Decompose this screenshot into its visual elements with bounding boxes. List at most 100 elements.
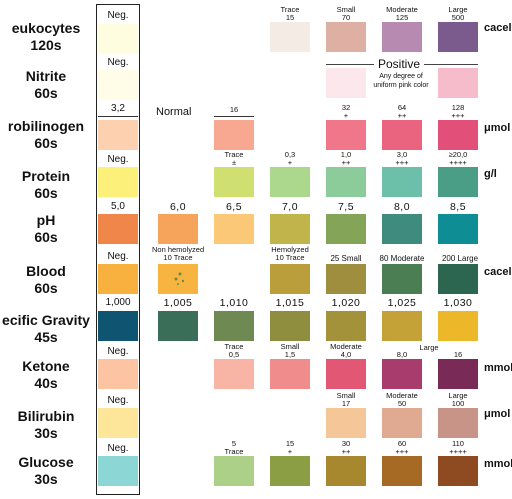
neg-label: Neg.	[107, 10, 129, 21]
sg-value: 1,010	[219, 297, 249, 309]
swatch	[326, 264, 366, 294]
swatch	[382, 408, 422, 438]
unit-label: cacel	[484, 22, 512, 34]
swatch-caption: 80 Moderate	[379, 254, 425, 263]
row-label-specific-gravity: ecific Gravity 45s	[2, 312, 90, 345]
swatch-caption: Large 500	[448, 5, 468, 22]
sg-value: 1,005	[163, 297, 193, 309]
swatch-caption: Large 100	[448, 391, 468, 408]
ph-value: 6,5	[225, 201, 243, 213]
swatch-caption: 8,0	[396, 350, 408, 359]
swatch	[382, 22, 422, 52]
positive-label: Positive	[374, 57, 425, 71]
row-label-ketone: Ketone 40s	[22, 358, 70, 391]
neg-label: Neg.	[107, 395, 129, 406]
unit-label: mmol	[484, 458, 512, 470]
swatch	[382, 214, 422, 244]
swatch-caption: Small 17	[336, 391, 356, 408]
swatch-caption: Trace 0,5	[224, 342, 244, 359]
swatch	[382, 359, 422, 389]
row-label-ph: pH 60s	[34, 212, 58, 245]
unit-label: cacel	[484, 266, 512, 278]
swatch-caption: 16	[229, 105, 239, 114]
swatch	[98, 24, 138, 54]
swatch	[326, 408, 366, 438]
swatch-caption: Moderate 125	[386, 5, 418, 22]
row-label-glucose: Glucose 30s	[18, 454, 74, 487]
neg-label: Neg.	[107, 346, 129, 357]
swatch-caption: 200 Large	[441, 254, 479, 263]
swatch	[326, 359, 366, 389]
swatch	[326, 311, 366, 341]
neg-label: Neg.	[107, 154, 129, 165]
swatch-caption: 30 ++	[341, 439, 351, 456]
swatch-caption: Trace 15	[280, 5, 300, 22]
row-label-protein: Protein 60s	[21, 168, 71, 201]
swatch	[98, 408, 138, 438]
swatch	[214, 359, 254, 389]
swatch-caption: 110 ++++	[449, 439, 467, 456]
row-label-leukocytes: eukocytes 120s	[11, 20, 81, 53]
swatch-caption: 3,0 +++	[395, 150, 409, 167]
swatch	[214, 120, 254, 150]
swatch-caption: 60 +++	[395, 439, 409, 456]
unit-label: μmol	[484, 408, 511, 420]
swatch-caption: ≥20,0 ++++	[448, 150, 468, 167]
sg-value: 1,030	[443, 297, 473, 309]
speckle-dots	[174, 272, 185, 285]
swatch	[270, 167, 310, 197]
swatch-caption: Small 1,5	[280, 342, 300, 359]
swatch	[98, 120, 138, 150]
sg-value: 1,020	[331, 297, 361, 309]
neg-label: 1,000	[105, 297, 131, 308]
ph-value: 8,0	[393, 201, 411, 213]
unit-label: mmol	[484, 362, 512, 374]
row-label-nitrite: Nitrite 60s	[25, 68, 67, 101]
swatch	[270, 264, 310, 294]
swatch	[438, 359, 478, 389]
neg-label: 3,2	[111, 103, 125, 114]
swatch-caption: Trace ±	[224, 150, 244, 167]
range-line	[98, 116, 138, 117]
swatch	[158, 311, 198, 341]
swatch	[98, 264, 138, 294]
swatch-caption: Hemolyzed 10 Trace	[271, 245, 309, 262]
swatch	[214, 167, 254, 197]
swatch	[438, 167, 478, 197]
swatch	[214, 214, 254, 244]
swatch	[438, 456, 478, 486]
neg-label: Neg.	[107, 251, 129, 262]
swatch	[326, 456, 366, 486]
swatch-caption: 25 Small	[330, 254, 362, 263]
swatch	[382, 456, 422, 486]
neg-label: Neg.	[107, 443, 129, 454]
sg-value: 1,025	[387, 297, 417, 309]
swatch	[270, 359, 310, 389]
swatch-caption: Moderate 4,0	[330, 342, 362, 359]
neg-label: Neg.	[107, 57, 129, 68]
swatch-caption: 64 ++	[397, 103, 407, 120]
swatch	[270, 311, 310, 341]
swatch	[382, 264, 422, 294]
swatch-caption: 128 +++	[451, 103, 465, 120]
swatch	[438, 408, 478, 438]
swatch	[438, 68, 478, 98]
neg-label: 5,0	[111, 201, 125, 212]
swatch	[438, 214, 478, 244]
swatch	[270, 214, 310, 244]
swatch	[382, 120, 422, 150]
swatch	[326, 167, 366, 197]
swatch-caption: 5 Trace	[224, 439, 244, 456]
swatch	[214, 311, 254, 341]
ph-value: 7,0	[281, 201, 299, 213]
swatch-caption: Large	[419, 343, 439, 352]
swatch	[98, 359, 138, 389]
swatch	[438, 311, 478, 341]
nitrite-note: Any degree of uniform pink color	[373, 73, 429, 89]
swatch	[214, 456, 254, 486]
swatch	[98, 70, 138, 100]
swatch-caption: Small 70	[336, 5, 356, 22]
normal-label: Normal	[156, 106, 192, 118]
swatch-caption: 15 +	[285, 439, 295, 456]
ph-value: 6,0	[169, 201, 187, 213]
